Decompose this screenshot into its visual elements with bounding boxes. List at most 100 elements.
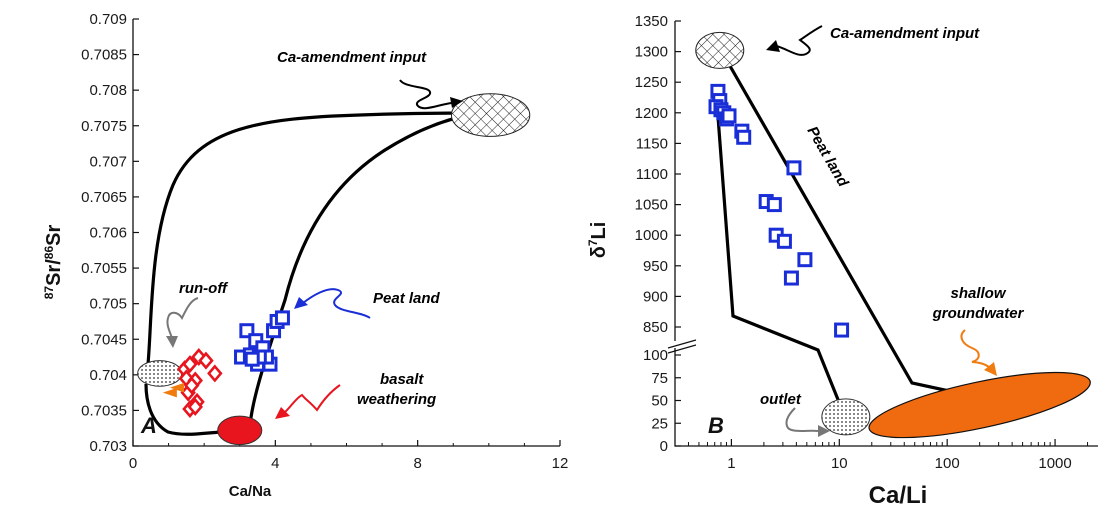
panel-b-ca-amendment-arrow [775, 25, 823, 56]
panel-a-run-off-arrow [166, 297, 199, 339]
panel-b-y-tick-label: 0 [660, 438, 668, 455]
panel-b-point [834, 322, 850, 338]
panel-b-y-tick-label: 900 [643, 288, 668, 305]
panel-b-axis-break [667, 339, 697, 354]
panel-b-point [766, 197, 782, 213]
panel-b-ca-amendment-arrowhead [766, 40, 780, 52]
panel-b-ylabel-sup: 7 [586, 239, 600, 246]
panel-a-ylabel-main1: Sr/ [43, 259, 65, 286]
panel-b-y-tick-label: 100 [643, 347, 668, 364]
panel-a-point [187, 397, 203, 416]
panel-b-x-tick-label: 1000 [1038, 455, 1071, 472]
panel-a-ca-amendment-ellipse [450, 93, 531, 137]
panel-b-y-tick-label: 950 [643, 258, 668, 275]
panel-b-y-tick-label: 1100 [636, 166, 668, 183]
panel-b-ylabel-tail: Li [588, 222, 610, 240]
panel-b-outlet-arrowhead [818, 425, 830, 437]
panel-a-y-tick-label: 0.7075 [81, 118, 127, 135]
panel-a-ca-amendment-arrow [399, 79, 453, 110]
panel-a-point [169, 382, 184, 393]
panel-a-y-ticks: 0.703 0.7035 0.704 0.7045 0.705 0.7055 0.706 0.… [81, 11, 139, 455]
panel-b-annotation-shallow: shallow [950, 285, 1006, 302]
panel-b-y-tick-label: 1200 [635, 105, 668, 122]
panel-b-peat-land-series [708, 83, 850, 338]
panel-b-y-tick-label: 1150 [636, 135, 668, 152]
panel-a-annotation-ca-amendment: Ca-amendment input [277, 49, 427, 66]
panel-b-envelope [714, 65, 1001, 424]
panel-a-y-tick-label: 0.708 [89, 82, 127, 99]
panel-b-x-tick-label: 100 [935, 455, 960, 472]
panel-a-y-tick-label: 0.7085 [81, 47, 127, 64]
panel-a-y-tick-label: 0.703 [89, 438, 127, 455]
panel-a-annotation-run-off: run-off [179, 280, 229, 297]
panel-b-x-tick-label: 10 [831, 455, 848, 472]
panel-a-y-tick-label: 0.7045 [81, 331, 127, 348]
panel-a-point [207, 364, 223, 383]
panel-a-peat-land-series [234, 310, 290, 372]
panel-b-point [783, 270, 799, 286]
panel-b-point [786, 160, 802, 176]
panel-a-ca-amendment-arrowhead [450, 97, 463, 108]
panel-a-run-off-arrowhead [166, 336, 178, 348]
panel-b-y-tick-label: 1350 [635, 13, 668, 30]
panel-b-y-tick-label: 75 [651, 370, 668, 387]
panel-a-point [191, 348, 207, 367]
panel-b-y-tick-label: 1000 [635, 227, 668, 244]
panel-a-envelope-upper [146, 111, 476, 365]
panel-b-y-ticks: 0 25 50 75 100 850 900 950 1000 1050 1100 1150 1200 1… [635, 13, 681, 455]
panel-a-x-tick-label: 0 [129, 455, 137, 472]
panel-b-shallow-groundwater-arrow [960, 329, 991, 369]
panel-a-peat-land-arrowhead [294, 297, 308, 309]
panel-b-ylabel-main: δ [588, 246, 610, 258]
panel-b-point [721, 108, 737, 124]
panel-a-x-tick-label: 12 [552, 455, 569, 472]
panel-b-y-tick-label: 1050 [635, 197, 668, 214]
panel-a-annotation-weathering: weathering [357, 391, 436, 408]
panel-b-ylabel: δ7Li [586, 222, 610, 259]
panel-b-ca-amendment-ellipse [695, 31, 745, 69]
panel-a-point [244, 351, 260, 367]
panel-a-point [198, 351, 214, 370]
panel-a-x-ticks: 0 4 8 12 [129, 440, 569, 472]
panel-a-y-tick-label: 0.7055 [81, 260, 127, 277]
panel-a-y-tick-label: 0.709 [89, 11, 127, 28]
panel-b-shallow-groundwater-ellipse [868, 371, 1091, 439]
panel-a-y-tick-label: 0.706 [89, 225, 127, 242]
panel-a-orange-series [162, 382, 184, 398]
panel-a-basalt-series [176, 348, 223, 418]
panel-b-point [736, 129, 752, 145]
panel-a-run-off-ellipse [137, 360, 183, 387]
panel-b-y-tick-label: 25 [651, 415, 668, 432]
panel-b-x-ticks: 1 10 100 1000 [674, 439, 1089, 472]
panel-a-xlabel: Ca/Na [229, 483, 272, 500]
panel-b-outlet-ellipse [821, 398, 871, 436]
panel-a-basalt-arrow [283, 384, 341, 414]
panel-a-annotation-basalt: basalt [380, 371, 424, 388]
panel-b-point [797, 252, 813, 268]
panel-a-annotation-peat-land: Peat land [373, 290, 441, 307]
panel-a-point [182, 355, 198, 374]
panel-a-point [274, 310, 290, 326]
panel-a-ylabel-sup2: 86 [42, 246, 56, 260]
panel-b-shallow-groundwater-arrowhead [984, 362, 997, 376]
panel-a-y-tick-label: 0.707 [89, 153, 127, 170]
panel-a-point [162, 387, 177, 398]
panel-b-xlabel: Ca/Li [869, 482, 928, 509]
panel-a: 0.703 0.7035 0.704 0.7045 0.705 0.7055 0.706 0.… [42, 11, 568, 500]
panel-a-ylabel-sup1: 87 [42, 286, 56, 300]
panel-a-y-tick-label: 0.7065 [81, 189, 127, 206]
panel-a-y-tick-label: 0.7035 [81, 402, 127, 419]
panel-b-x-tick-label: 1 [727, 455, 735, 472]
panel-b-y-tick-label: 1300 [635, 44, 668, 61]
panel-a-ylabel: 87Sr/86Sr [42, 225, 65, 300]
panel-b-annotation-groundwater: groundwater [932, 305, 1025, 322]
panel-a-y-tick-label: 0.704 [89, 367, 127, 384]
panel-b-y-tick-label: 1250 [635, 74, 668, 91]
panel-a-letter: A [140, 413, 157, 438]
panel-b-point [776, 233, 792, 249]
panel-a-point [183, 376, 200, 395]
panel-a-envelope-lower [144, 112, 476, 436]
panel-b-y-tick-label: 850 [643, 319, 668, 336]
panel-a-basalt-arrowhead [275, 407, 290, 419]
